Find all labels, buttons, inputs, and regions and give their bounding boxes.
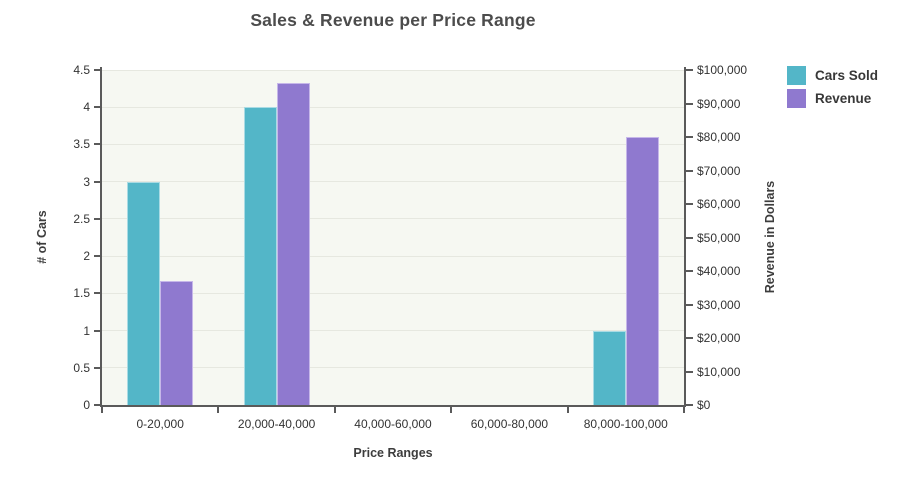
y-axis-right-tick	[686, 203, 693, 205]
y-axis-right-tick-label: $20,000	[697, 331, 741, 345]
y-axis-right-tick-label: $30,000	[697, 297, 741, 312]
gridline	[102, 181, 684, 183]
y-axis-right-tick	[686, 236, 693, 239]
y-axis-right-tick	[686, 370, 693, 373]
gridline	[102, 218, 684, 220]
y-axis-left-tick-label: 0.5	[73, 360, 90, 375]
x-axis-tick	[101, 407, 103, 413]
legend-swatch-revenue	[787, 89, 806, 108]
y-axis-right-line	[684, 67, 686, 407]
y-axis-left-line	[100, 67, 102, 407]
y-axis-left-tick-label: 2.5	[73, 211, 90, 226]
bar-revenue	[625, 137, 659, 405]
bar-revenue	[160, 281, 194, 405]
y-axis-right-tick	[686, 136, 693, 138]
y-axis-left-tick	[94, 69, 101, 71]
x-axis-title: Price Ranges	[353, 446, 433, 460]
x-axis-category-label: 20,000-40,000	[237, 417, 316, 431]
y-axis-left-tick-label: 1.5	[73, 286, 90, 301]
x-axis-tick	[450, 407, 453, 413]
y-axis-left-tick	[94, 106, 101, 109]
y-axis-right-tick-label: $70,000	[697, 163, 741, 178]
legend-item-revenue: Revenue	[787, 89, 897, 108]
legend-swatch-cars-sold	[787, 66, 806, 85]
y-axis-right-tick	[686, 69, 693, 71]
bar-cars-sold	[592, 330, 626, 405]
y-axis-left-tick	[94, 217, 101, 220]
y-axis-left-tick	[94, 329, 101, 332]
y-axis-left-tick-label: 3	[83, 174, 90, 189]
y-axis-right-tick	[686, 169, 693, 172]
y-axis-left-tick-label: 2	[83, 249, 90, 264]
y-axis-left-tick	[94, 143, 101, 146]
y-axis-right-tick-label: $60,000	[697, 197, 741, 211]
y-axis-left-tick-label: 0	[83, 398, 90, 412]
y-axis-left-tick	[94, 255, 101, 258]
legend-label-revenue: Revenue	[815, 91, 872, 106]
y-axis-left-tick	[94, 404, 101, 406]
y-axis-right-tick-label: $90,000	[697, 96, 741, 111]
y-axis-right-tick	[686, 102, 693, 105]
legend-item-cars-sold: Cars Sold	[787, 66, 897, 85]
y-axis-left-tick-label: 4.5	[73, 63, 90, 77]
gridline	[102, 330, 684, 332]
bar-cars-sold	[127, 181, 161, 405]
y-axis-right-tick	[686, 270, 693, 272]
y-axis-right-tick-label: $80,000	[697, 130, 741, 144]
x-axis-tick	[333, 407, 336, 413]
gridline	[102, 255, 684, 257]
x-axis-category-label: 60,000-80,000	[470, 417, 549, 431]
y-axis-right-tick-label: $0	[697, 398, 711, 412]
x-axis-category-label: 40,000-60,000	[354, 417, 432, 431]
x-axis-category-label: 0-20,000	[136, 417, 184, 431]
gridline	[102, 292, 684, 294]
y-axis-left-tick	[94, 292, 101, 295]
legend-label-cars-sold: Cars Sold	[815, 68, 879, 83]
bar-cars-sold	[243, 107, 277, 405]
gridline	[102, 106, 684, 108]
legend: Cars Sold Revenue	[787, 66, 897, 112]
y-axis-left-tick	[94, 366, 101, 369]
y-axis-right-tick-label: $100,000	[697, 63, 748, 77]
bar-revenue	[276, 83, 310, 405]
y-axis-right-tick-label: $50,000	[697, 230, 741, 245]
x-axis-tick	[566, 407, 569, 413]
x-axis-tick	[683, 407, 685, 413]
gridline	[102, 367, 684, 369]
x-axis-tick	[217, 407, 220, 413]
y-axis-right-tick-label: $10,000	[697, 364, 741, 379]
y-axis-left-tick-label: 3.5	[73, 137, 90, 152]
y-axis-right-tick	[686, 404, 693, 406]
plot-area	[102, 69, 684, 405]
y-axis-left-tick-label: 4	[83, 100, 90, 115]
x-axis-line	[100, 405, 686, 407]
y-axis-left-tick-label: 1	[83, 323, 90, 338]
chart-title: Sales & Revenue per Price Range	[250, 10, 536, 30]
y-axis-right-tick	[686, 303, 693, 306]
gridline	[102, 69, 684, 71]
y-axis-left-tick	[94, 180, 101, 183]
y-axis-right-tick	[686, 337, 693, 339]
x-axis-category-label: 80,000-100,000	[583, 417, 668, 431]
y-axis-right-tick-label: $40,000	[697, 264, 741, 278]
gridline	[102, 143, 684, 145]
